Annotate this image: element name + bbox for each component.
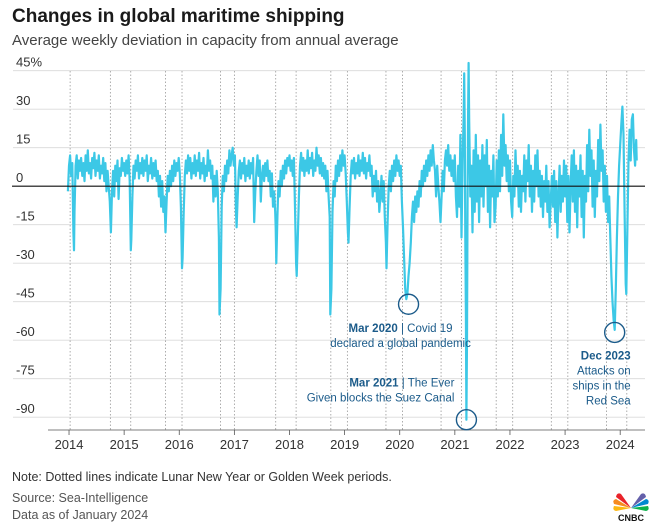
annotation-text: ships in the <box>572 380 630 392</box>
annotation-title-rest: | Covid 19 <box>398 323 453 335</box>
x-tick-label: 2017 <box>220 437 249 452</box>
y-tick-label: 45% <box>16 55 42 70</box>
x-tick-label: 2015 <box>110 437 139 452</box>
x-tick-label: 2024 <box>606 437 635 452</box>
x-tick-label: 2014 <box>55 437 84 452</box>
annotation-circle <box>455 409 478 431</box>
y-tick-label: -45 <box>16 286 35 301</box>
annotation-title: Mar 2021 | The Ever <box>349 378 454 390</box>
y-tick-label: -60 <box>16 324 35 339</box>
annotation-date: Mar 2020 <box>349 323 398 335</box>
annotation-text: Red Sea <box>586 395 631 407</box>
x-tick-label: 2020 <box>385 437 414 452</box>
y-tick-label: 0 <box>16 170 23 185</box>
annotation-text: declared a global pandemic <box>330 338 471 350</box>
y-tick-label: -30 <box>16 247 35 262</box>
y-tick-label: 30 <box>16 93 30 108</box>
y-tick-label: -15 <box>16 209 35 224</box>
cnbc-logo-text: CNBC <box>618 513 644 523</box>
chart-canvas: 45% 30 15 0 -15 -30 -45 -60 -75 -90 2014 2015 2016 20… <box>12 55 645 452</box>
y-tick-label: 15 <box>16 132 30 147</box>
annotation-text: Attacks on <box>577 365 631 377</box>
annotation-circle <box>397 293 420 315</box>
cnbc-peacock-logo: CNBC <box>613 493 649 523</box>
chart-source: Source: Sea-Intelligence <box>12 491 149 505</box>
annotation-title: Dec 2023 <box>581 350 631 362</box>
y-tick-label: -75 <box>16 363 35 378</box>
annotation-title-rest: | The Ever <box>399 378 455 390</box>
x-tick-label: 2023 <box>551 437 580 452</box>
annotation-text: Given blocks the Suez Canal <box>307 393 455 405</box>
annotation-title: Mar 2020 | Covid 19 <box>349 323 453 335</box>
data-date: Data as of January 2024 <box>12 508 149 522</box>
x-tick-label: 2021 <box>440 437 469 452</box>
annotation-circle <box>603 321 626 344</box>
annotation-date: Mar 2021 <box>349 378 399 390</box>
chart-title: Changes in global maritime shipping <box>12 6 345 27</box>
chart-subtitle: Average weekly deviation in capacity fro… <box>12 32 399 49</box>
chart-note: Note: Dotted lines indicate Lunar New Ye… <box>12 470 392 484</box>
x-tick-label: 2018 <box>275 437 304 452</box>
x-tick-label: 2022 <box>496 437 525 452</box>
capacity-deviation-line <box>66 61 638 421</box>
x-tick-label: 2019 <box>330 437 359 452</box>
y-tick-label: -90 <box>16 401 35 416</box>
x-tick-label: 2016 <box>165 437 194 452</box>
annotation-date: Dec 2023 <box>581 350 631 362</box>
